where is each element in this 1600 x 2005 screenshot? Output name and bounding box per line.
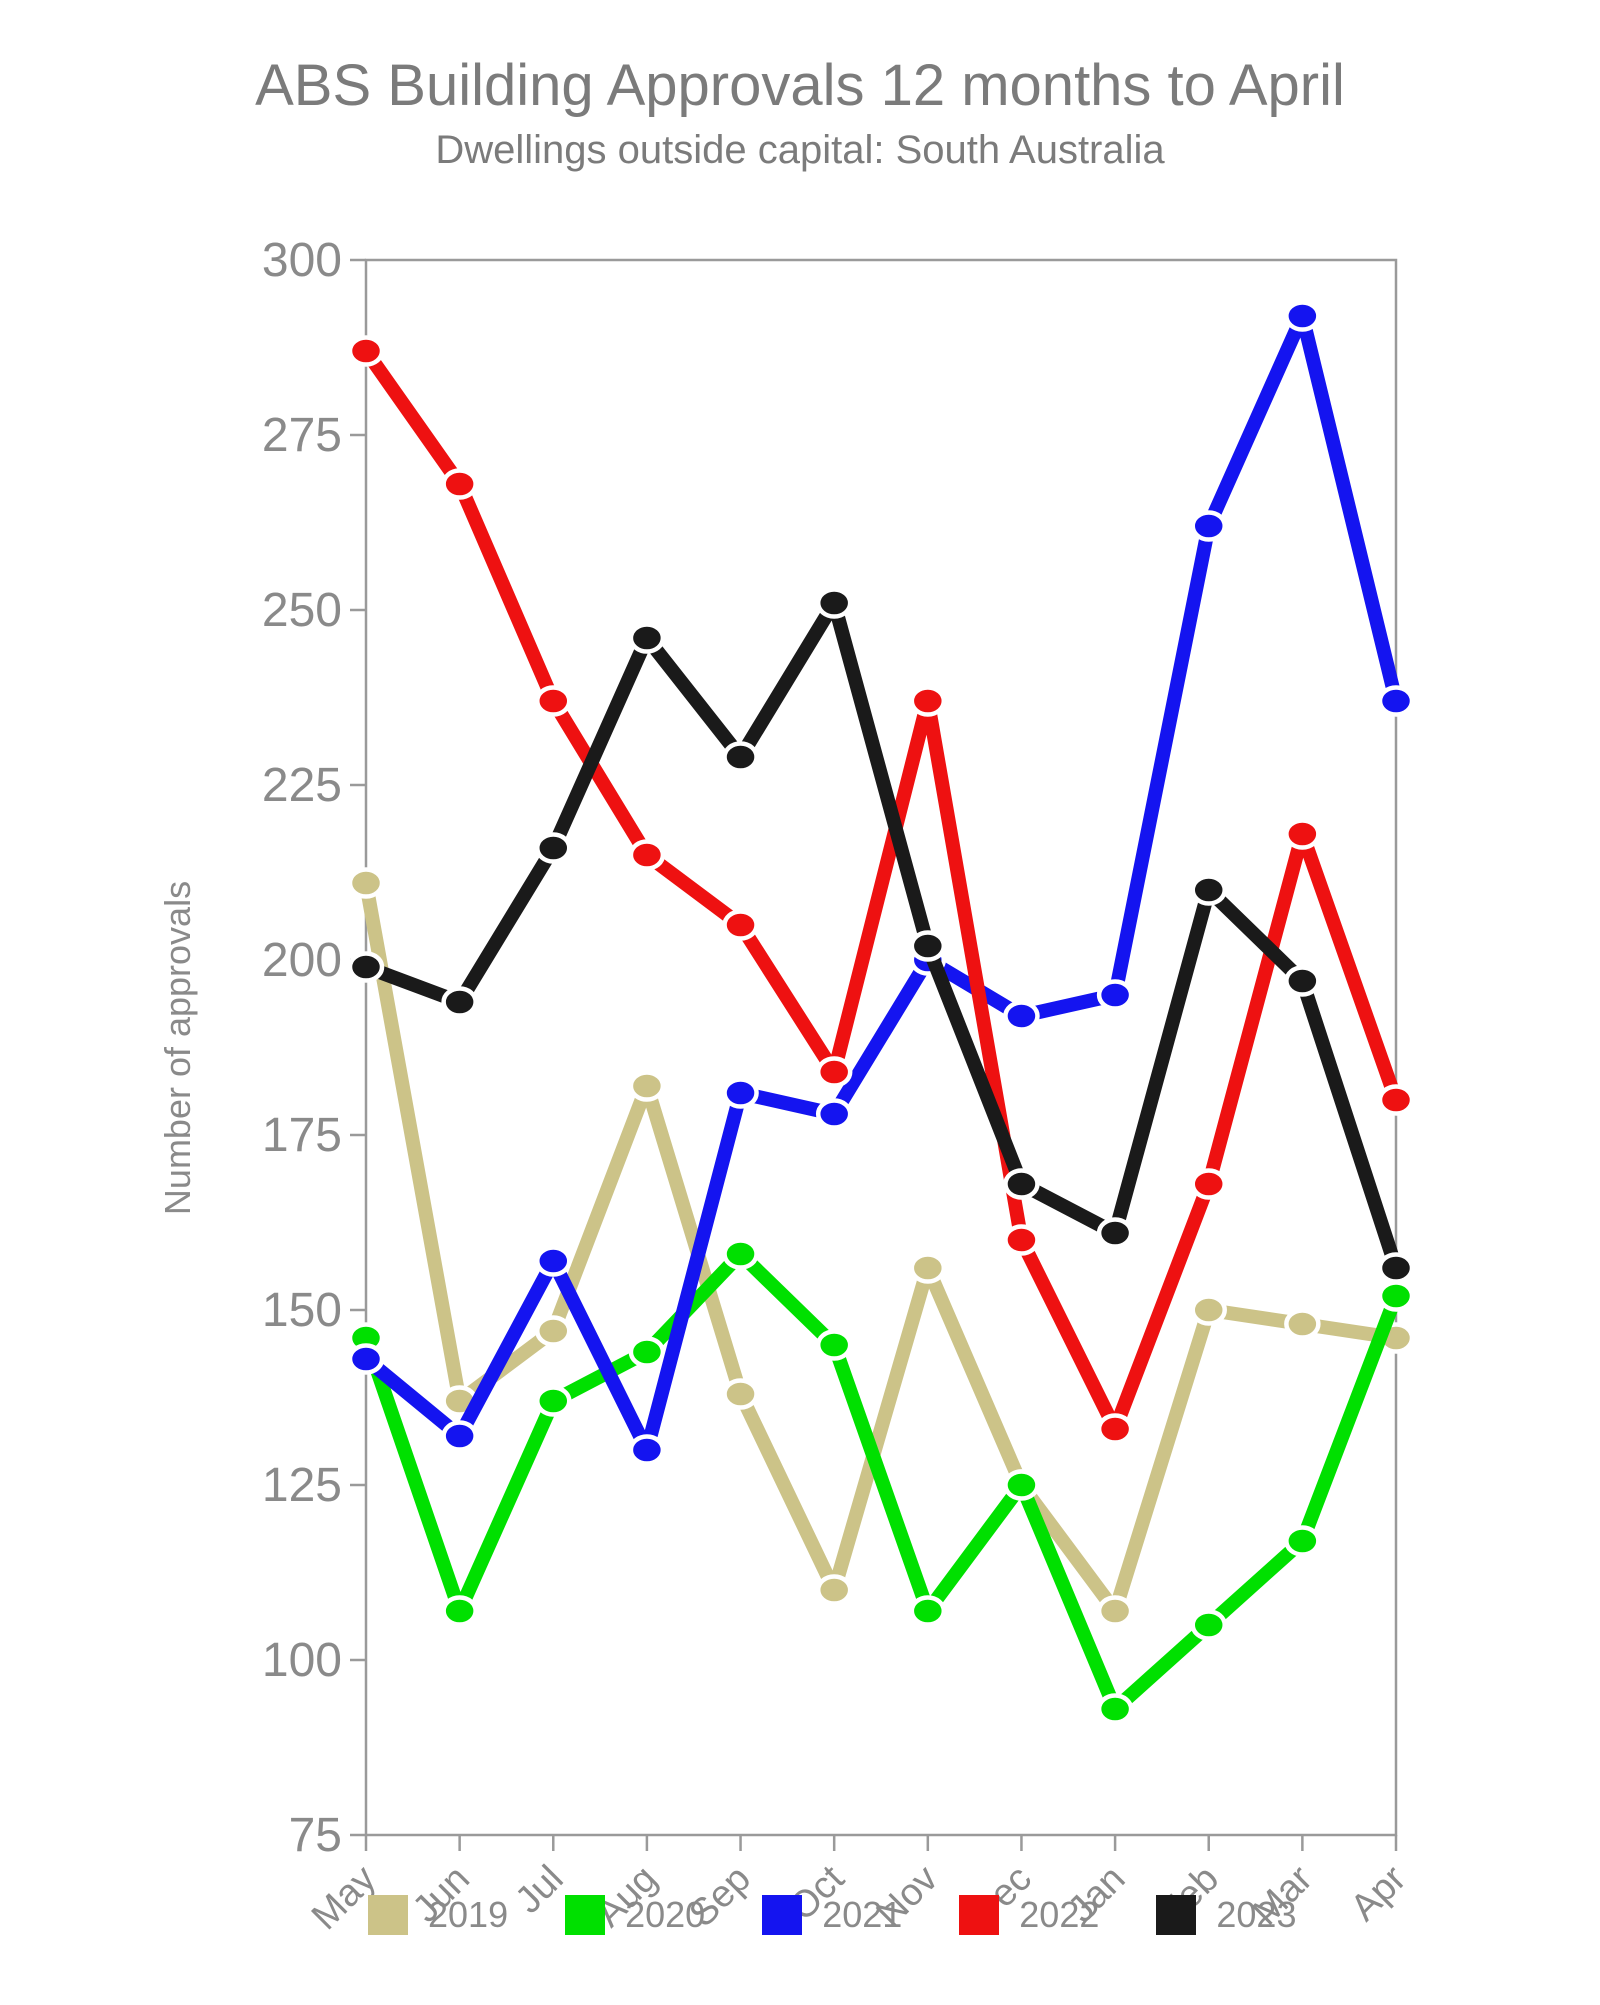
data-point-2020-Feb	[1190, 1609, 1227, 1641]
legend-swatch-2023	[1156, 1895, 1197, 1935]
series-line-2022	[359, 344, 1403, 1436]
data-point-2023-Dec	[1003, 1168, 1040, 1200]
data-point-2019-Aug	[628, 1070, 666, 1102]
legend-swatch-2020	[565, 1895, 606, 1935]
legend-swatch-2021	[762, 1895, 803, 1935]
y-tick-label: 175	[262, 1109, 342, 1162]
data-point-2020-Mar	[1284, 1525, 1321, 1557]
data-point-2021-Jun	[441, 1420, 478, 1452]
data-point-2019-Feb	[1190, 1294, 1227, 1326]
series-line-2020	[359, 1247, 1403, 1716]
legend-item-2020: 2020	[565, 1894, 705, 1936]
data-point-2021-Oct	[815, 1098, 853, 1130]
data-point-2021-Jul	[535, 1245, 572, 1277]
data-point-2021-May	[347, 1343, 385, 1375]
legend-item-2019: 2019	[368, 1894, 508, 1936]
data-point-2022-Dec	[1003, 1224, 1040, 1256]
data-point-2023-Mar	[1284, 965, 1321, 997]
data-point-2022-Oct	[815, 1056, 853, 1088]
data-point-2020-Dec	[1003, 1469, 1040, 1501]
data-point-2022-Mar	[1284, 818, 1321, 850]
data-point-2023-Jun	[441, 986, 478, 1018]
data-point-2020-Nov	[909, 1595, 947, 1627]
chart-subtitle: Dwellings outside capital: South Austral…	[435, 128, 1165, 172]
legend-label-2021: 2021	[822, 1894, 903, 1935]
data-point-2021-Mar	[1284, 300, 1321, 332]
legend-swatch-2022	[959, 1895, 1000, 1935]
y-tick-label: 125	[262, 1459, 342, 1512]
legend-item-2023: 2023	[1156, 1894, 1296, 1936]
data-point-2020-Jan	[1096, 1693, 1134, 1725]
data-point-2023-Apr	[1377, 1252, 1415, 1284]
data-point-2020-Aug	[628, 1336, 666, 1368]
legend-label-2020: 2020	[625, 1894, 706, 1935]
series-line-2021	[359, 309, 1403, 1457]
data-point-2019-Sep	[722, 1378, 759, 1410]
data-point-2023-Sep	[722, 741, 759, 773]
y-tick-label: 200	[262, 934, 342, 987]
y-tick-label: 150	[262, 1284, 342, 1337]
data-point-2023-Jul	[535, 832, 572, 864]
series-line-2019	[359, 876, 1403, 1618]
data-point-2021-Sep	[722, 1077, 759, 1109]
data-point-2019-Mar	[1284, 1308, 1321, 1340]
axes	[350, 258, 1398, 1851]
plot-border	[364, 258, 1398, 1837]
data-point-2021-Feb	[1190, 510, 1227, 542]
data-point-2020-Oct	[815, 1329, 853, 1361]
y-tick-label: 75	[289, 1809, 342, 1862]
data-point-2021-Aug	[628, 1434, 666, 1466]
legend-item-2022: 2022	[959, 1894, 1099, 1936]
data-point-2020-Jun	[441, 1595, 478, 1627]
y-tick-label: 300	[262, 234, 342, 287]
x-tick-label: Apr	[1343, 1857, 1415, 1929]
legend: 2019 2020 2021 2022 2023	[368, 1894, 1296, 1936]
data-point-2019-May	[347, 867, 385, 899]
data-point-2023-Feb	[1190, 874, 1227, 906]
data-point-2019-Jan	[1096, 1595, 1134, 1627]
data-point-2020-Jul	[535, 1385, 572, 1417]
data-point-2023-Nov	[909, 930, 947, 962]
data-point-2023-Jan	[1096, 1217, 1134, 1249]
data-point-2022-Jan	[1096, 1413, 1134, 1445]
data-point-2019-Nov	[909, 1252, 947, 1284]
data-point-2019-Jul	[535, 1315, 572, 1347]
data-point-2022-Jul	[535, 685, 572, 717]
data-point-2022-Feb	[1190, 1168, 1227, 1200]
legend-item-2021: 2021	[762, 1894, 902, 1936]
data-point-2022-Nov	[909, 685, 947, 717]
y-tick-label: 250	[262, 584, 342, 637]
series-line-2023	[359, 596, 1403, 1275]
y-tick-label: 225	[262, 759, 342, 812]
y-axis-label: Number of approvals	[157, 881, 198, 1215]
data-point-2019-Oct	[815, 1574, 853, 1606]
legend-label-2022: 2022	[1019, 1894, 1100, 1935]
chart-title: ABS Building Approvals 12 months to Apri…	[255, 53, 1345, 118]
data-point-2022-May	[347, 335, 385, 367]
series-layer	[347, 300, 1415, 1725]
data-point-2023-Aug	[628, 622, 666, 654]
data-point-2023-Oct	[815, 587, 853, 619]
data-point-2021-Dec	[1003, 1000, 1040, 1032]
data-point-2022-Aug	[628, 839, 666, 871]
y-tick-label: 275	[262, 409, 342, 462]
legend-swatch-2019	[368, 1895, 408, 1935]
legend-label-2019: 2019	[428, 1894, 509, 1935]
data-point-2020-Apr	[1377, 1280, 1415, 1312]
data-point-2023-May	[347, 951, 385, 983]
y-tick-label: 100	[262, 1634, 342, 1687]
data-point-2022-Sep	[722, 909, 759, 941]
legend-label-2023: 2023	[1216, 1894, 1297, 1935]
data-point-2022-Apr	[1377, 1084, 1415, 1116]
data-point-2022-Jun	[441, 468, 478, 500]
data-point-2020-Sep	[722, 1238, 759, 1270]
data-point-2021-Jan	[1096, 979, 1134, 1011]
data-point-2021-Apr	[1377, 685, 1415, 717]
